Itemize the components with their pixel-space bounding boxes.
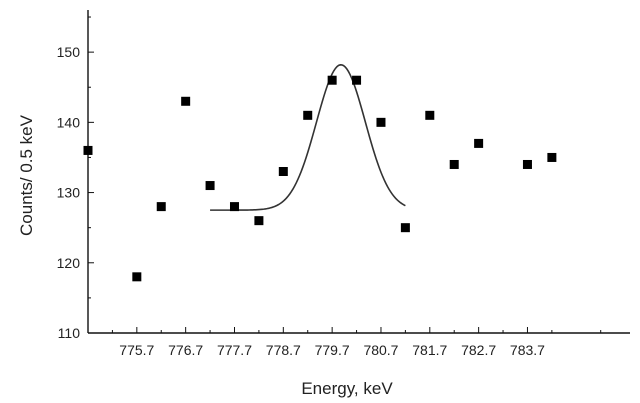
x-tick-label: 775.7	[119, 342, 154, 358]
data-point	[279, 167, 288, 176]
x-tick-label: 783.7	[510, 342, 545, 358]
x-tick-label: 780.7	[363, 342, 398, 358]
data-point	[303, 111, 312, 120]
data-point	[206, 181, 215, 190]
y-tick-label: 130	[57, 185, 81, 201]
x-tick-label: 782.7	[461, 342, 496, 358]
y-axis-title: Counts/ 0.5 keV	[17, 114, 36, 236]
data-point	[450, 160, 459, 169]
gaussian-fit-line	[210, 65, 405, 210]
data-point	[352, 76, 361, 85]
x-axis-title: Energy, keV	[301, 379, 393, 398]
x-ticks: 775.7 776.7 777.7 778.7 779.7 780.7 781.7 782.7…	[112, 327, 600, 358]
data-point	[474, 139, 483, 148]
data-point	[401, 223, 410, 232]
data-point	[132, 272, 141, 281]
data-point	[328, 76, 337, 85]
x-tick-label: 776.7	[168, 342, 203, 358]
data-point	[181, 97, 190, 106]
data-points	[84, 76, 557, 282]
y-tick-label: 110	[58, 325, 81, 341]
y-tick-label: 120	[57, 255, 81, 271]
x-tick-label: 778.7	[266, 342, 301, 358]
x-tick-label: 779.7	[315, 342, 350, 358]
y-tick-label: 150	[57, 44, 81, 60]
data-point	[376, 118, 385, 127]
data-point	[425, 111, 434, 120]
x-tick-label: 777.7	[217, 342, 252, 358]
data-point	[547, 153, 556, 162]
x-tick-label: 781.7	[412, 342, 447, 358]
axes	[88, 10, 630, 333]
data-point	[523, 160, 532, 169]
data-point	[230, 202, 239, 211]
y-tick-label: 140	[57, 114, 81, 130]
data-point	[84, 146, 93, 155]
data-point	[254, 216, 263, 225]
data-point	[157, 202, 166, 211]
